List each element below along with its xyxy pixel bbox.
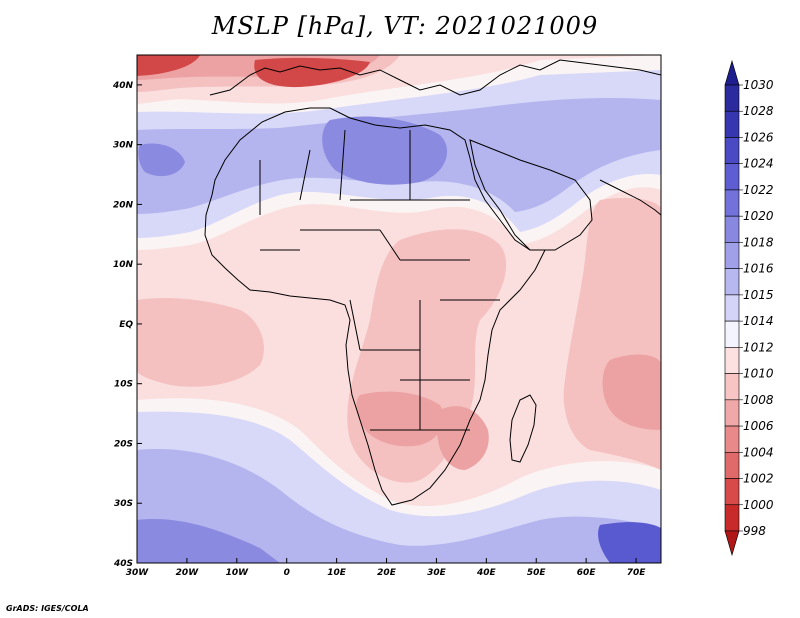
colorbar-level-label: 1004 — [743, 445, 774, 459]
country-borders — [259, 129, 500, 431]
field-atlantic-low-deep — [137, 55, 200, 76]
colorbar-level-label: 1008 — [743, 393, 774, 407]
colorbar-level-label: 998 — [743, 524, 766, 538]
field-southern-africa-low-core — [356, 391, 444, 447]
lat-tick-label: 40S — [113, 559, 133, 569]
lon-tick-label: 30W — [126, 568, 150, 578]
plot-frame — [136, 54, 662, 564]
colorbar-swatch — [724, 451, 740, 479]
colorbar-level-label: 1010 — [743, 367, 774, 381]
colorbar-swatch — [724, 347, 740, 374]
colorbar-level-label: 1028 — [743, 104, 774, 118]
madagascar-coastline — [509, 394, 537, 463]
colorbar-level-label: 1024 — [743, 157, 774, 171]
lat-tick-label: 20N — [113, 200, 134, 210]
lon-tick-label: 0 — [284, 568, 290, 578]
colorbar-swatch — [724, 294, 740, 322]
colorbar-swatch — [724, 189, 740, 217]
coastlines — [204, 59, 661, 506]
asia-coastline — [599, 179, 661, 216]
colorbar-swatch — [724, 504, 740, 532]
colorbar-level-label: 1012 — [743, 340, 774, 354]
lon-tick-label: 60E — [577, 568, 597, 578]
field-atlantic-high-core — [138, 143, 185, 177]
colorbar-level-label: 1002 — [743, 472, 774, 486]
colorbar-swatch — [724, 163, 740, 191]
lon-tick-label: 40E — [476, 568, 497, 578]
colorbar-level-label: 1026 — [743, 130, 774, 144]
colorbar-level-label: 1016 — [743, 262, 774, 276]
colorbar-swatch — [724, 137, 740, 165]
colorbar: 1030 1028 1026 1024 1022 1020 1018 1016 1015 1014… — [724, 59, 774, 557]
axis-ticks: 30W 20W 10W 0 10E 20E 30E 40E 50E 60E 70E 40N 30N 20N… — [112, 81, 646, 578]
map-title: MSLP [hPa], VT: 2021021009 — [211, 12, 599, 40]
colorbar-level-label: 1000 — [743, 498, 774, 512]
lon-tick-label: 10E — [327, 568, 347, 578]
colorbar-swatch — [724, 425, 740, 453]
lat-tick-label: 10S — [114, 380, 133, 390]
field-med-low-deep — [254, 57, 370, 88]
colorbar-swatch — [724, 320, 740, 348]
colorbar-top-arrow — [724, 59, 740, 86]
lat-tick-label: 30S — [114, 499, 133, 509]
colorbar-level-label: 1020 — [743, 209, 774, 223]
colorbar-swatch — [724, 215, 740, 243]
colorbar-level-label: 1015 — [743, 288, 774, 302]
colorbar-bottom-arrow — [724, 530, 740, 557]
colorbar-swatch — [724, 110, 740, 138]
field-southern-high-dark-east — [598, 522, 661, 563]
europe-coastline — [209, 59, 661, 96]
lon-tick-label: 20E — [377, 568, 397, 578]
field-indian-ocean-low-core — [602, 354, 661, 430]
lon-tick-label: 50E — [527, 568, 547, 578]
colorbar-level-label: 1018 — [743, 235, 774, 249]
colorbar-swatch — [724, 373, 740, 401]
lon-tick-label: 20W — [176, 568, 200, 578]
field-atlantic-low — [137, 298, 264, 387]
colorbar-swatch — [724, 478, 740, 506]
colorbar-level-label: 1006 — [743, 419, 774, 433]
lat-tick-label: 30N — [113, 141, 134, 151]
lon-tick-label: 10W — [226, 568, 250, 578]
colorbar-swatch — [724, 242, 740, 269]
africa-coastline — [204, 107, 546, 506]
colorbar-swatch — [724, 268, 740, 296]
lat-tick-label: 10N — [113, 260, 134, 270]
lat-tick-label: 40N — [112, 81, 134, 91]
colorbar-swatch — [724, 84, 740, 112]
field-southern-high-dark-west — [137, 519, 280, 563]
colorbar-level-label: 1022 — [743, 183, 774, 197]
credit-text: GrADS: IGES/COLA — [6, 604, 89, 613]
colorbar-level-label: 1014 — [743, 314, 774, 328]
lon-tick-label: 30E — [427, 568, 447, 578]
lat-tick-label: 20S — [114, 439, 133, 449]
colorbar-swatch — [724, 399, 740, 427]
pressure-field — [137, 55, 661, 563]
colorbar-level-label: 1030 — [743, 78, 774, 92]
field-southern-high-mid — [137, 449, 661, 563]
lon-tick-label: 70E — [627, 568, 647, 578]
arabia-coastline — [469, 139, 593, 251]
field-libya-high-core — [322, 116, 448, 185]
lat-tick-label: EQ — [119, 320, 133, 330]
